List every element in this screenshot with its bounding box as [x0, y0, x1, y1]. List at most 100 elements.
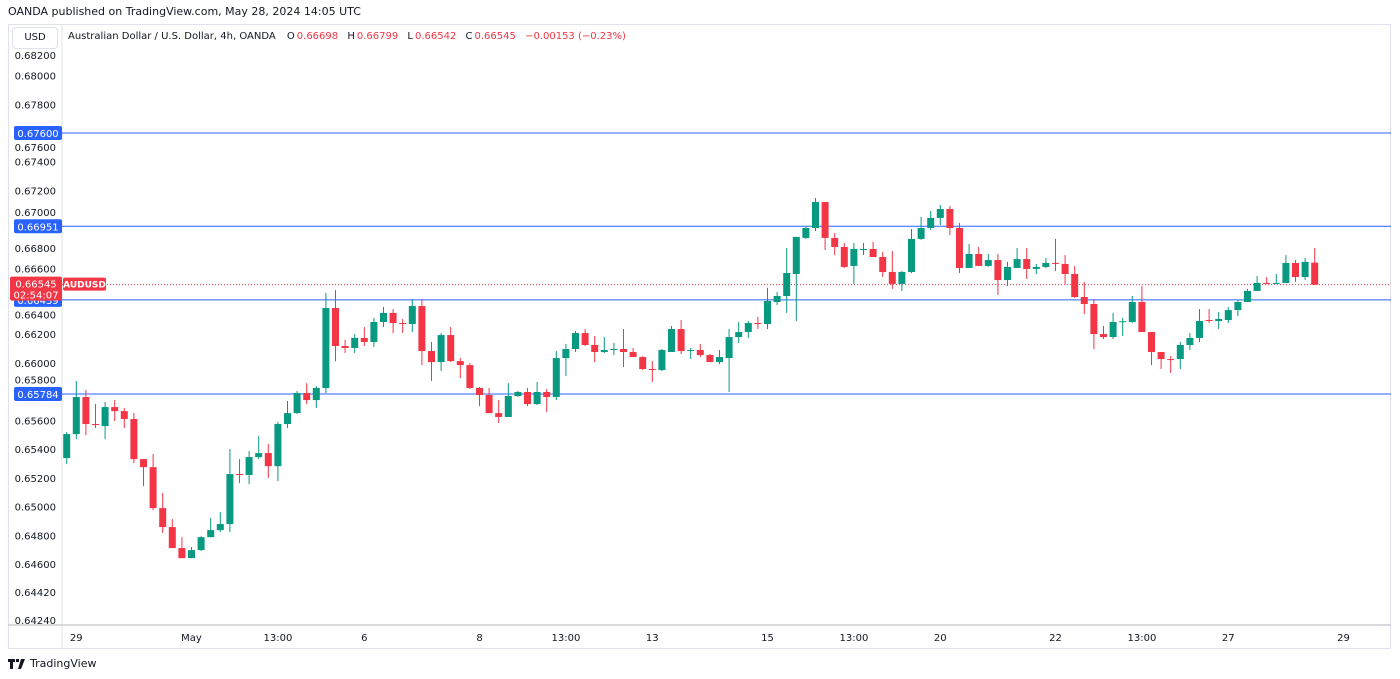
candle-body	[332, 308, 339, 346]
candle-body	[216, 524, 224, 531]
candle-body	[543, 391, 551, 398]
candle-body	[1004, 266, 1011, 281]
x-tick-label: 15	[761, 633, 774, 644]
bearish-candle	[946, 206, 954, 236]
bearish-candle	[581, 329, 589, 346]
candle-body	[437, 335, 445, 363]
y-tick-label: 0.65200	[15, 474, 56, 485]
bullish-candle	[725, 329, 733, 392]
candle-body	[284, 413, 291, 425]
y-tick-label: 0.66400	[15, 310, 56, 321]
candle-body	[312, 387, 320, 401]
symbol-legend: Australian Dollar / U.S. Dollar, 4h, OAN…	[68, 31, 628, 42]
candle-body	[754, 322, 762, 325]
bullish-candle	[1109, 312, 1117, 339]
candle-body	[1119, 321, 1127, 323]
candle-body	[360, 337, 368, 342]
bullish-candle	[207, 518, 215, 538]
bearish-candle	[418, 298, 426, 366]
y-tick-label: 0.66200	[15, 330, 56, 341]
bullish-candle	[1128, 295, 1136, 323]
candle-body	[860, 248, 867, 250]
candle-body	[389, 312, 397, 323]
candle-body	[744, 322, 752, 333]
bullish-candle	[1004, 262, 1011, 287]
y-tick-label: 0.65600	[15, 416, 56, 427]
bullish-candle	[792, 236, 800, 321]
bullish-candle	[908, 229, 915, 273]
bullish-candle	[284, 401, 291, 429]
candle-body	[764, 301, 771, 325]
candle-body	[1148, 332, 1155, 353]
bearish-candle	[1023, 247, 1031, 280]
bearish-candle	[456, 358, 464, 379]
bullish-candle	[1272, 273, 1280, 284]
bullish-candle	[1032, 263, 1040, 274]
bearish-candle	[178, 537, 186, 559]
candle-body	[1023, 259, 1031, 269]
bullish-candle	[197, 536, 205, 552]
low-label: L	[407, 31, 413, 42]
candle-body	[658, 350, 666, 370]
x-tick-label: 13:00	[839, 633, 868, 644]
bearish-candle	[629, 348, 637, 358]
candle-body	[504, 396, 512, 417]
candle-body	[293, 392, 301, 414]
candle-body	[447, 335, 455, 362]
currency-button[interactable]: USD	[12, 27, 58, 49]
candle-body	[130, 419, 138, 460]
candle-body	[812, 201, 819, 228]
candle-body	[629, 352, 637, 358]
bearish-candle	[696, 343, 704, 358]
bearish-candle	[466, 363, 474, 389]
bearish-candle	[159, 493, 167, 534]
x-tick-label: 13:00	[1127, 633, 1156, 644]
open-label: O	[286, 31, 295, 42]
candle-body	[303, 392, 311, 401]
candle-body	[1301, 261, 1309, 278]
bearish-candle	[888, 250, 896, 289]
bearish-candle	[341, 339, 349, 354]
bearish-candle	[869, 241, 877, 258]
candle-body	[1186, 337, 1194, 345]
candle-body	[111, 407, 119, 412]
candle-body	[792, 236, 800, 274]
bullish-candle	[1234, 300, 1242, 317]
bearish-candle	[447, 327, 455, 363]
bearish-candle	[428, 341, 435, 382]
candle-body	[197, 537, 205, 551]
x-tick-label: 13	[646, 633, 659, 644]
bullish-candle	[370, 317, 378, 347]
y-tick-label: 0.64600	[15, 560, 56, 571]
candle-body	[600, 350, 608, 353]
level-price-label: 0.65784	[17, 390, 58, 401]
bullish-candle	[716, 350, 723, 365]
candle-body	[1061, 263, 1069, 274]
close-value: 0.66545	[474, 31, 516, 42]
candle-body	[456, 361, 464, 366]
bearish-candle	[360, 327, 368, 346]
candle-body	[706, 355, 714, 363]
bearish-candle	[1292, 260, 1299, 282]
bullish-candle	[1282, 255, 1290, 283]
candle-body	[264, 453, 272, 467]
tradingview-logo[interactable]: TradingView	[8, 657, 96, 670]
candle-body	[908, 238, 915, 272]
bullish-candle	[812, 197, 819, 232]
bullish-candle	[783, 247, 791, 313]
bearish-candle	[111, 400, 119, 422]
bearish-candle	[495, 400, 503, 424]
candle-body	[63, 434, 71, 459]
candle-body	[975, 254, 983, 266]
candle-body	[1071, 273, 1079, 297]
x-tick-label: 6	[361, 633, 367, 644]
candle-body	[735, 332, 743, 338]
y-tick-label: 0.64800	[15, 531, 56, 542]
y-tick-label: 0.68000	[15, 72, 56, 83]
bearish-candle	[956, 222, 963, 273]
bearish-candle	[543, 388, 551, 413]
candle-body	[1244, 290, 1251, 303]
candle-body	[236, 474, 243, 476]
candle-body	[418, 306, 426, 352]
